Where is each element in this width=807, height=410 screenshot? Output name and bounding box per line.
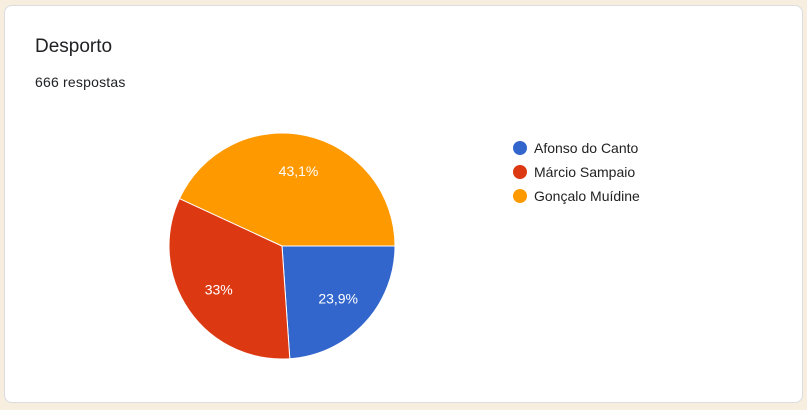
legend: Afonso do Canto Márcio Sampaio Gonçalo Muí… (513, 136, 640, 208)
legend-label: Afonso do Canto (534, 140, 639, 156)
legend-dot-icon (513, 189, 527, 203)
pie-slice[interactable] (178, 132, 396, 247)
slice-label: 33% (205, 282, 233, 298)
legend-label: Márcio Sampaio (534, 164, 636, 180)
legend-item[interactable]: Gonçalo Muídine (513, 184, 640, 208)
legend-item[interactable]: Afonso do Canto (513, 136, 640, 160)
slice-label: 23,9% (318, 290, 358, 306)
pie-slice[interactable] (281, 245, 396, 360)
question-title: Desporto (35, 36, 113, 57)
legend-dot-icon (513, 141, 527, 155)
response-count: 666 respostas (35, 74, 126, 90)
legend-item[interactable]: Márcio Sampaio (513, 160, 640, 184)
pie-chart: 23,9% 33% 43,1% (168, 132, 396, 360)
legend-label: Gonçalo Muídine (534, 188, 640, 204)
pie-slice[interactable] (168, 197, 291, 360)
legend-dot-icon (513, 165, 527, 179)
slice-label: 43,1% (279, 163, 319, 179)
chart-card: Desporto 666 respostas 23,9% 33% 43,1% Afo… (4, 5, 803, 403)
